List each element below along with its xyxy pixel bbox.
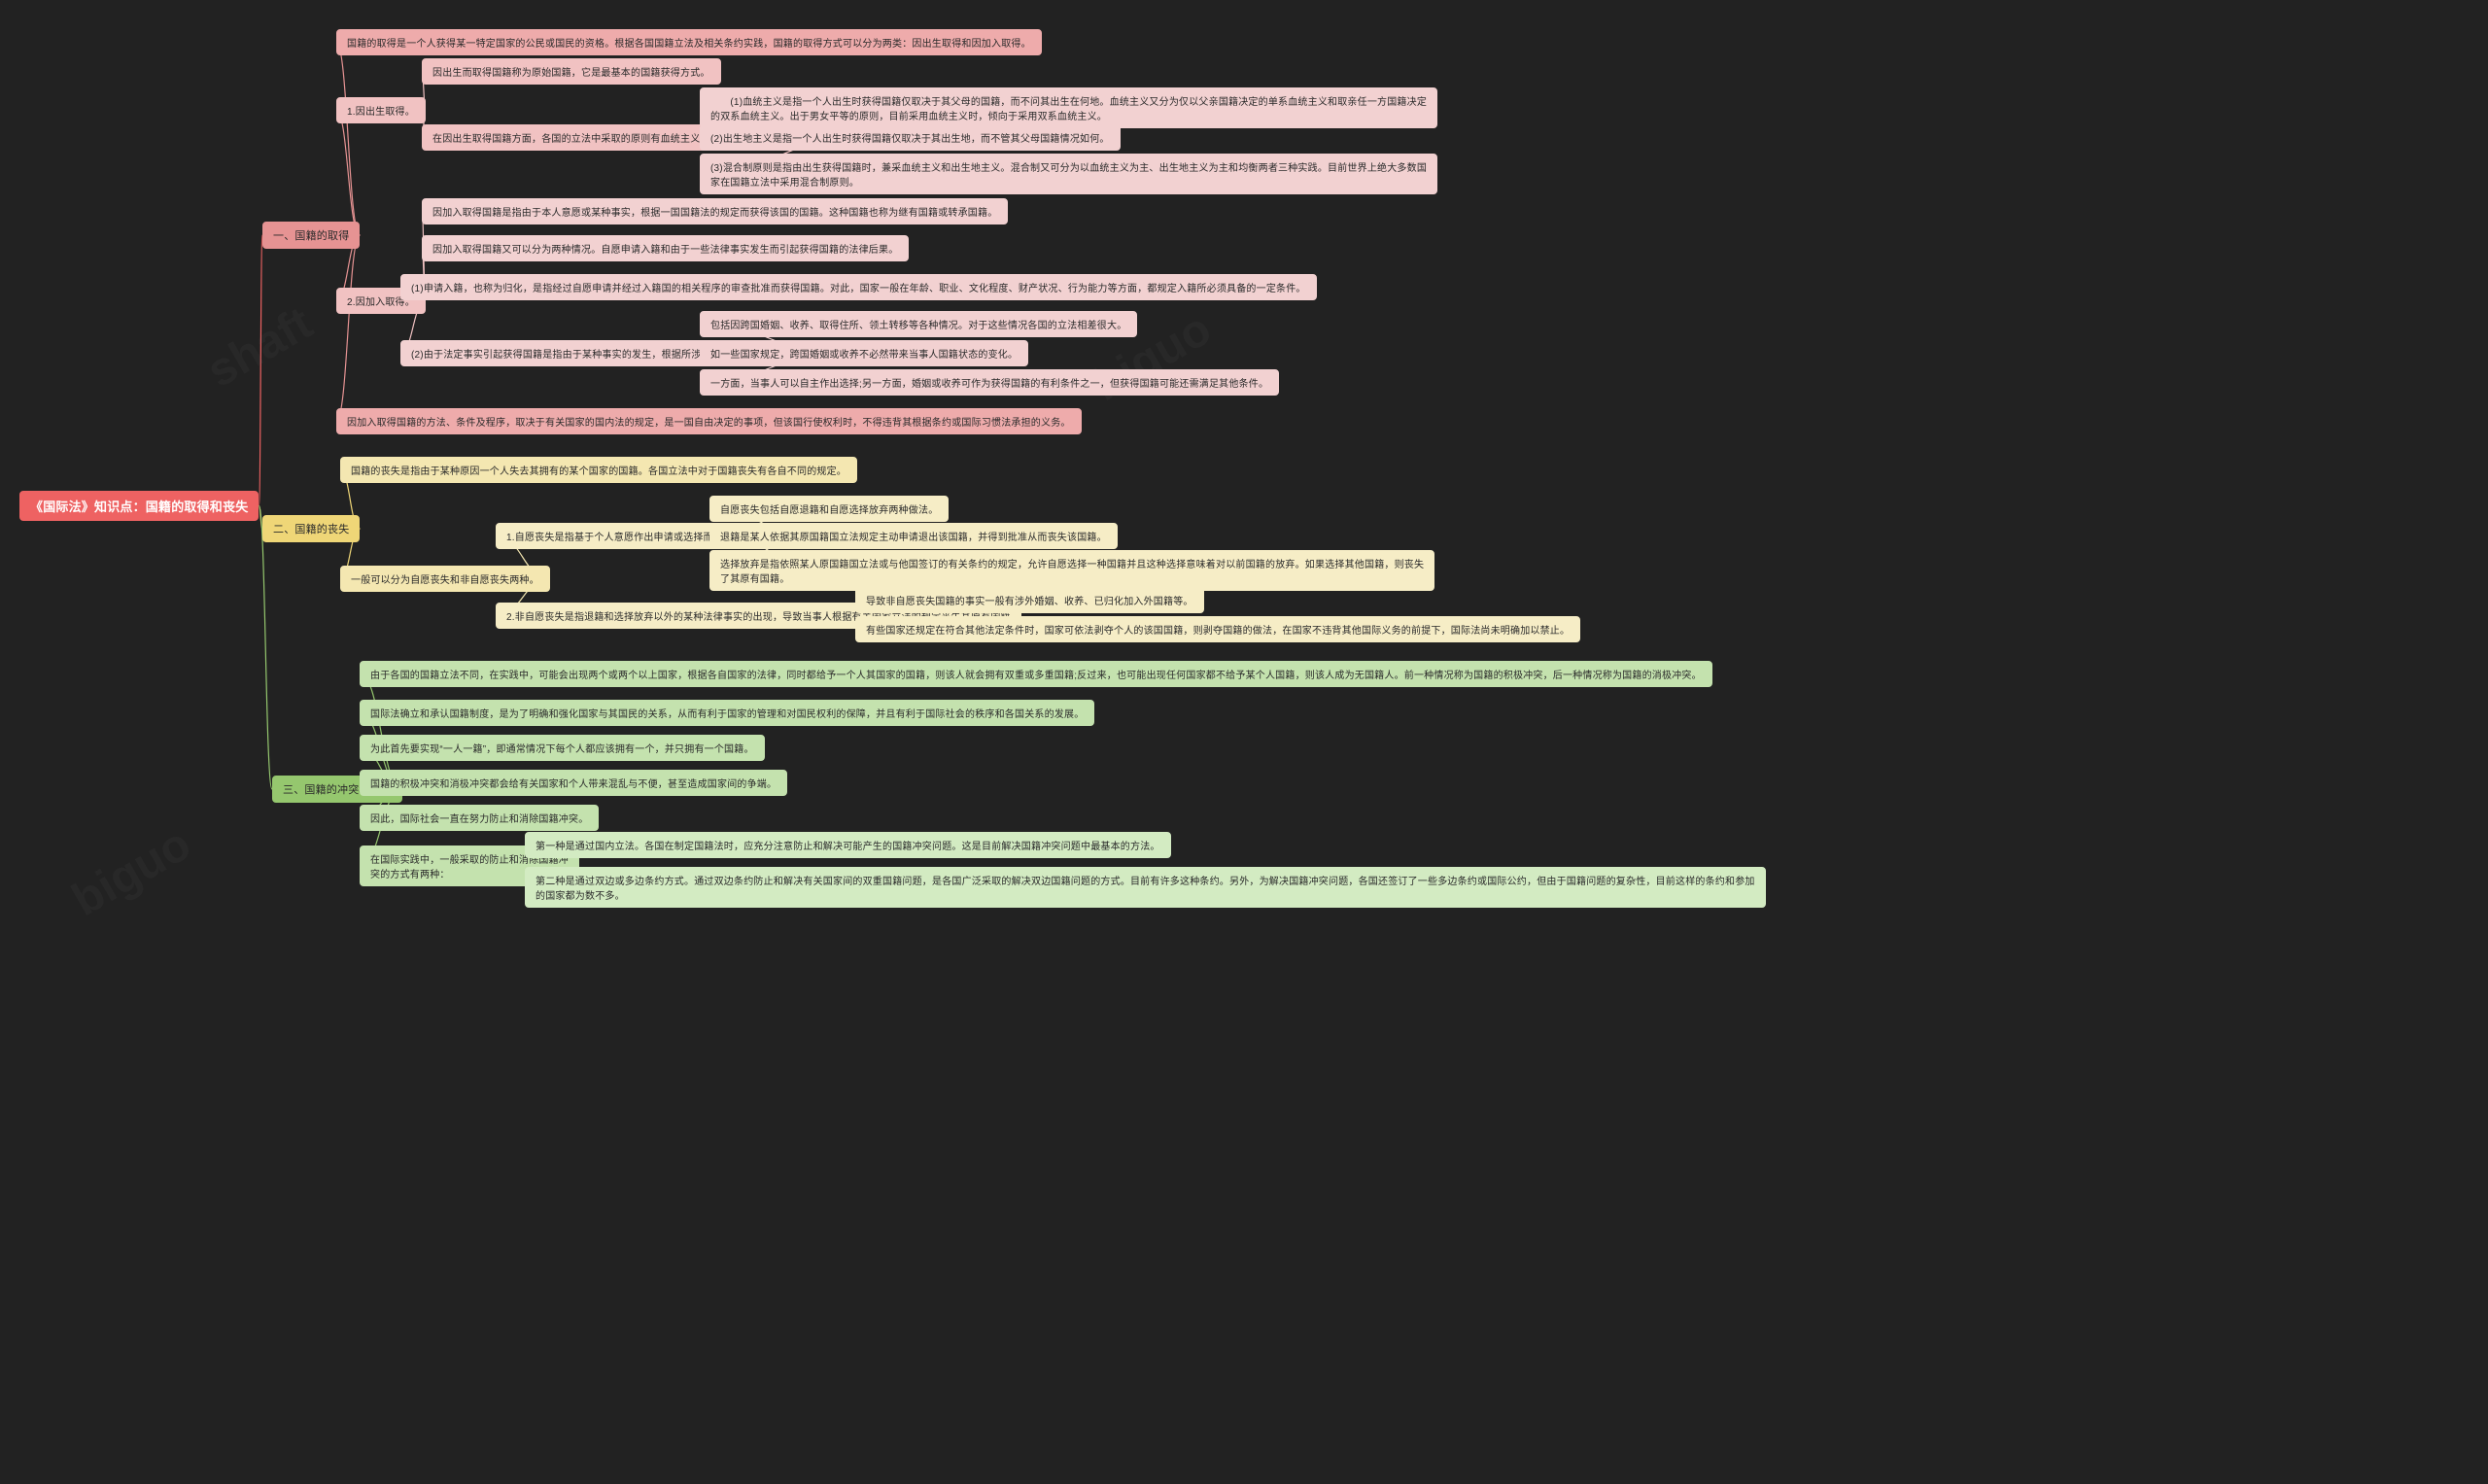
mindmap-node[interactable]: 有些国家还规定在符合其他法定条件时，国家可依法剥夺个人的该国国籍，则剥夺国籍的做… <box>855 616 1580 642</box>
mindmap-node[interactable]: 因加入取得国籍的方法、条件及程序，取决于有关国家的国内法的规定，是一国自由决定的… <box>336 408 1082 434</box>
mindmap-node[interactable]: 第二种是通过双边或多边条约方式。通过双边条约防止和解决有关国家间的双重国籍问题，… <box>525 867 1766 908</box>
mindmap-node[interactable]: 选择放弃是指依照某人原国籍国立法或与他国签订的有关条约的规定，允许自愿选择一种国… <box>709 550 1434 591</box>
mindmap-node[interactable]: 由于各国的国籍立法不同，在实践中，可能会出现两个或两个以上国家，根据各自国家的法… <box>360 661 1712 687</box>
mindmap-node[interactable]: 国籍的积极冲突和消极冲突都会给有关国家和个人带来混乱与不便，甚至造成国家间的争端… <box>360 770 787 796</box>
mindmap-node[interactable]: (3)混合制原则是指由出生获得国籍时，兼采血统主义和出生地主义。混合制又可分为以… <box>700 154 1437 194</box>
mindmap-node[interactable]: 一般可以分为自愿丧失和非自愿丧失两种。 <box>340 566 550 592</box>
mindmap-node[interactable]: 因此，国际社会一直在努力防止和消除国籍冲突。 <box>360 805 599 831</box>
connector <box>259 506 272 790</box>
connector <box>336 111 360 236</box>
mindmap-node[interactable]: 因出生而取得国籍称为原始国籍，它是最基本的国籍获得方式。 <box>422 58 721 85</box>
connector <box>336 235 360 422</box>
mindmap-node[interactable]: 一方面，当事人可以自主作出选择;另一方面，婚姻或收养可作为获得国籍的有利条件之一… <box>700 369 1279 396</box>
mindmap-node[interactable]: 国籍的取得是一个人获得某一特定国家的公民或国民的资格。根据各国国籍立法及相关条约… <box>336 29 1042 55</box>
mindmap-node[interactable]: 第一种是通过国内立法。各国在制定国籍法时，应充分注意防止和解决可能产生的国籍冲突… <box>525 832 1171 858</box>
mindmap-node[interactable]: 导致非自愿丧失国籍的事实一般有涉外婚姻、收养、已归化加入外国籍等。 <box>855 587 1204 613</box>
mindmap-node[interactable]: 1.因出生取得。 <box>336 97 426 123</box>
mindmap-node[interactable]: 包括因跨国婚姻、收养、取得住所、领土转移等各种情况。对于这些情况各国的立法相差很… <box>700 311 1137 337</box>
mindmap-node[interactable]: 如一些国家规定，跨国婚姻或收养不必然带来当事人国籍状态的变化。 <box>700 340 1028 366</box>
mindmap-node[interactable]: (1)血统主义是指一个人出生时获得国籍仅取决于其父母的国籍，而不问其出生在何地。… <box>700 87 1437 128</box>
mindmap-node[interactable]: 因加入取得国籍是指由于本人意愿或某种事实，根据一国国籍法的规定而获得该国的国籍。… <box>422 198 1008 224</box>
mindmap-node[interactable]: (1)申请入籍，也称为归化，是指经过自愿申请并经过入籍国的相关程序的审查批准而获… <box>400 274 1317 300</box>
mindmap-node[interactable]: 国籍的丧失是指由于某种原因一个人失去其拥有的某个国家的国籍。各国立法中对于国籍丧… <box>340 457 857 483</box>
mindmap-canvas: shaftcnbiguobiguo《国际法》知识点：国籍的取得和丧失一、国籍的取… <box>0 0 1497 923</box>
mindmap-node[interactable]: 退籍是某人依据其原国籍国立法规定主动申请退出该国籍，并得到批准从而丧失该国籍。 <box>709 523 1118 549</box>
mindmap-node[interactable]: 一、国籍的取得 <box>262 222 360 249</box>
mindmap-node[interactable]: (2)出生地主义是指一个人出生时获得国籍仅取决于其出生地，而不管其父母国籍情况如… <box>700 124 1121 151</box>
mindmap-node[interactable]: 为此首先要实现“一人一籍”，即通常情况下每个人都应该拥有一个，并只拥有一个国籍。 <box>360 735 765 761</box>
mindmap-node[interactable]: 《国际法》知识点：国籍的取得和丧失 <box>19 491 259 521</box>
mindmap-node[interactable]: 二、国籍的丧失 <box>262 515 360 542</box>
connector <box>259 235 262 506</box>
watermark: biguo <box>63 817 200 927</box>
mindmap-node[interactable]: 国际法确立和承认国籍制度，是为了明确和强化国家与其国民的关系，从而有利于国家的管… <box>360 700 1094 726</box>
connector <box>336 43 360 236</box>
mindmap-node[interactable]: 自愿丧失包括自愿退籍和自愿选择放弃两种做法。 <box>709 496 949 522</box>
mindmap-node[interactable]: 因加入取得国籍又可以分为两种情况。自愿申请入籍和由于一些法律事实发生而引起获得国… <box>422 235 909 261</box>
watermark: shaft <box>198 296 322 398</box>
